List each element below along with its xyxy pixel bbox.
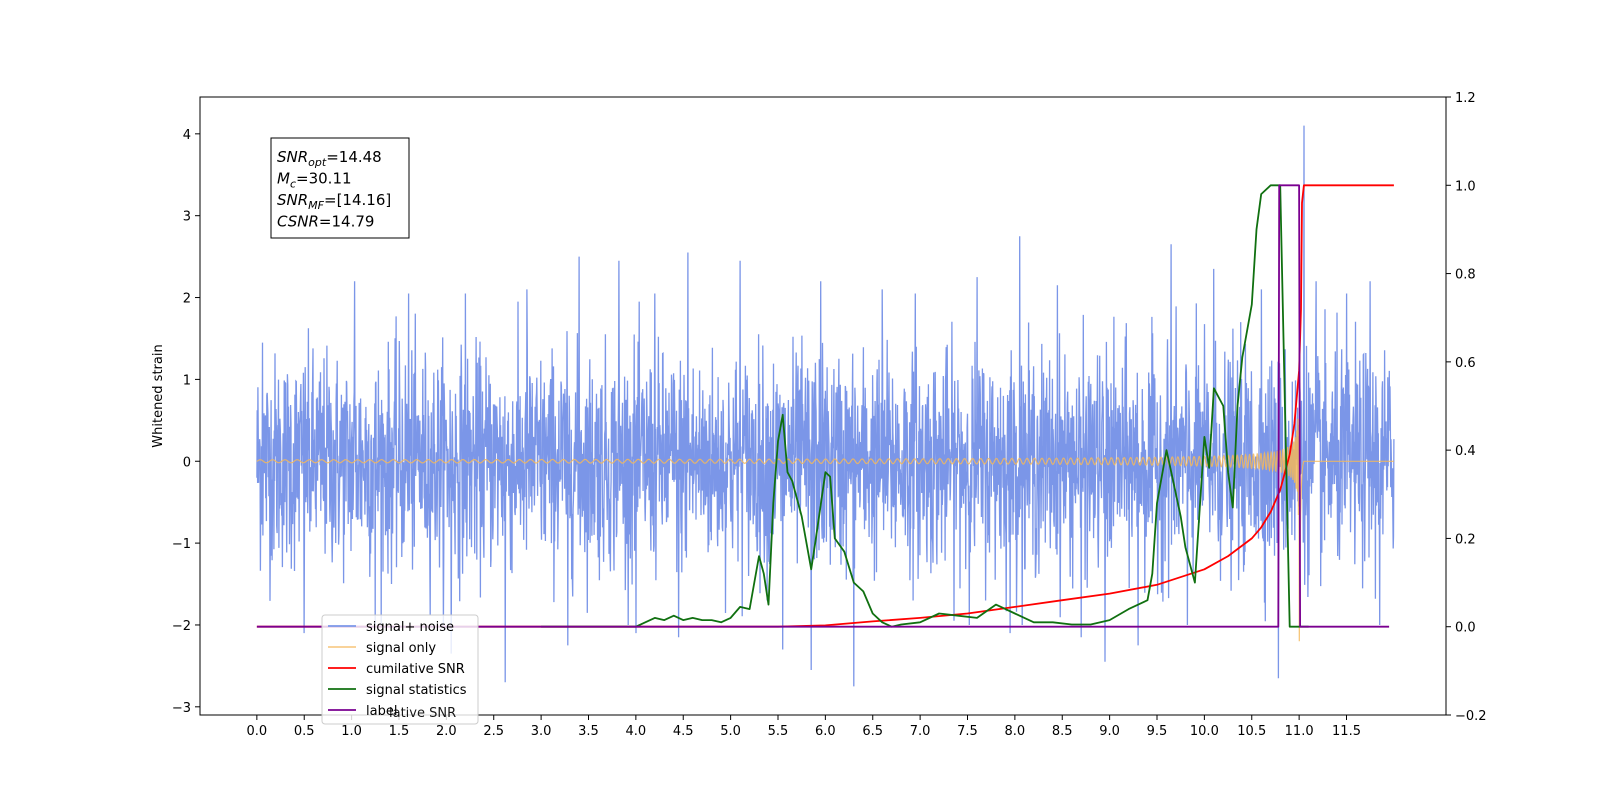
x-tick-label: 9.5 [1147, 724, 1168, 739]
x-tick-label: 8.5 [1052, 724, 1073, 739]
x-tick-label: 2.5 [483, 724, 504, 739]
y-left-tick-label: −1 [172, 537, 191, 552]
y-right-tick-label: 0.4 [1455, 444, 1476, 459]
annotation-subscript: MF [308, 199, 324, 212]
series-line-cumilative-snr [256, 184, 1394, 628]
annotation-value: =30.11 [296, 170, 352, 188]
legend-frame [321, 614, 479, 725]
annotation-symbol: M [277, 170, 290, 188]
x-tick-label: 6.5 [862, 724, 883, 739]
plot-frame [199, 96, 1447, 716]
x-tick-label: 3.0 [531, 724, 552, 739]
annotation-value: =14.79 [319, 213, 375, 231]
annotation-symbol: SNR [277, 191, 308, 209]
x-tick-label: 7.5 [957, 724, 978, 739]
y-left-tick-label: 4 [183, 128, 191, 143]
y-left-tick-label: 0 [183, 455, 191, 470]
series-line-signal-statistics [541, 184, 1309, 628]
series-line-signal-only [256, 418, 1394, 642]
y-right-tick-label: 0.8 [1455, 268, 1476, 283]
x-tick-label: 11.5 [1332, 724, 1361, 739]
annotation-line: Mc=30.11 [277, 170, 352, 191]
x-tick-label: 0.0 [247, 724, 268, 739]
x-tick-label: 11.0 [1285, 724, 1314, 739]
legend-entry-label: signal+ noise [366, 620, 454, 635]
y-right-tick-label: −0.2 [1455, 709, 1487, 724]
y-right-tick-label: 0.6 [1455, 356, 1476, 371]
annotation-line: SNRMF=[14.16] [277, 191, 391, 212]
x-tick-label: 9.0 [1099, 724, 1120, 739]
legend-ghost-text: lative SNR [389, 706, 456, 721]
x-tick-label: 10.0 [1190, 724, 1219, 739]
x-tick-label: 4.5 [673, 724, 694, 739]
x-tick-label: 5.5 [768, 724, 789, 739]
annotation-line: CSNR=14.79 [277, 213, 374, 231]
legend-entry-label: cumilative SNR [366, 662, 465, 677]
y-left-tick-label: 3 [183, 210, 191, 225]
legend: signal+ noise signal only cumilative SNR si… [321, 614, 479, 725]
x-tick-label: 10.5 [1237, 724, 1266, 739]
y-right-tick-label: 1.0 [1455, 179, 1476, 194]
y-left-tick-label: −3 [172, 701, 191, 716]
x-tick-label: 2.0 [436, 724, 457, 739]
y-right-tick-label: 1.2 [1455, 91, 1476, 106]
y-left-tick-label: −2 [172, 619, 191, 634]
series-signal-only [256, 418, 1394, 642]
annotation-subscript: c [290, 178, 296, 191]
axes: 0.0 0.5 1.0 1.5 2.0 2.5 3.0 3.5 4.0 4.5 5.0 5.5 6.0 6… [151, 91, 1487, 739]
annotation-value: =[14.16] [324, 191, 391, 209]
x-tick-label: 3.5 [578, 724, 599, 739]
legend-entry-label: signal statistics [366, 683, 467, 698]
series-line-signal-noise [256, 125, 1395, 687]
x-tick-label: 6.0 [815, 724, 836, 739]
x-tick-label: 4.0 [626, 724, 647, 739]
annotation-value: =14.48 [326, 148, 382, 166]
x-tick-label: 8.0 [1005, 724, 1026, 739]
annotation-symbol: SNR [277, 148, 308, 166]
legend-entry-label: label [366, 704, 397, 719]
y-axis-label: Whitened strain [151, 344, 166, 447]
series-line-label [256, 184, 1390, 628]
y-left-tick-label: 1 [183, 373, 191, 388]
x-tick-label: 1.0 [341, 724, 362, 739]
annotation-box: SNRopt=14.48Mc=30.11SNRMF=[14.16]CSNR=14… [270, 137, 410, 239]
y-left-tick-label: 2 [183, 292, 191, 307]
x-tick-label: 1.5 [389, 724, 410, 739]
legend-entry-label: signal only [366, 641, 436, 656]
x-tick-label: 0.5 [294, 724, 315, 739]
y-right-tick-label: 0.2 [1455, 532, 1476, 547]
x-tick-label: 5.0 [720, 724, 741, 739]
annotation-line: SNRopt=14.48 [277, 148, 382, 169]
annotation-subscript: opt [308, 156, 327, 169]
annotation-symbol: CSNR [277, 213, 319, 231]
annotation-frame [270, 137, 410, 239]
x-tick-label: 7.0 [910, 724, 931, 739]
right-axis-series [256, 184, 1394, 628]
y-right-tick-label: 0.0 [1455, 621, 1476, 636]
series-signal-noise [256, 125, 1395, 687]
